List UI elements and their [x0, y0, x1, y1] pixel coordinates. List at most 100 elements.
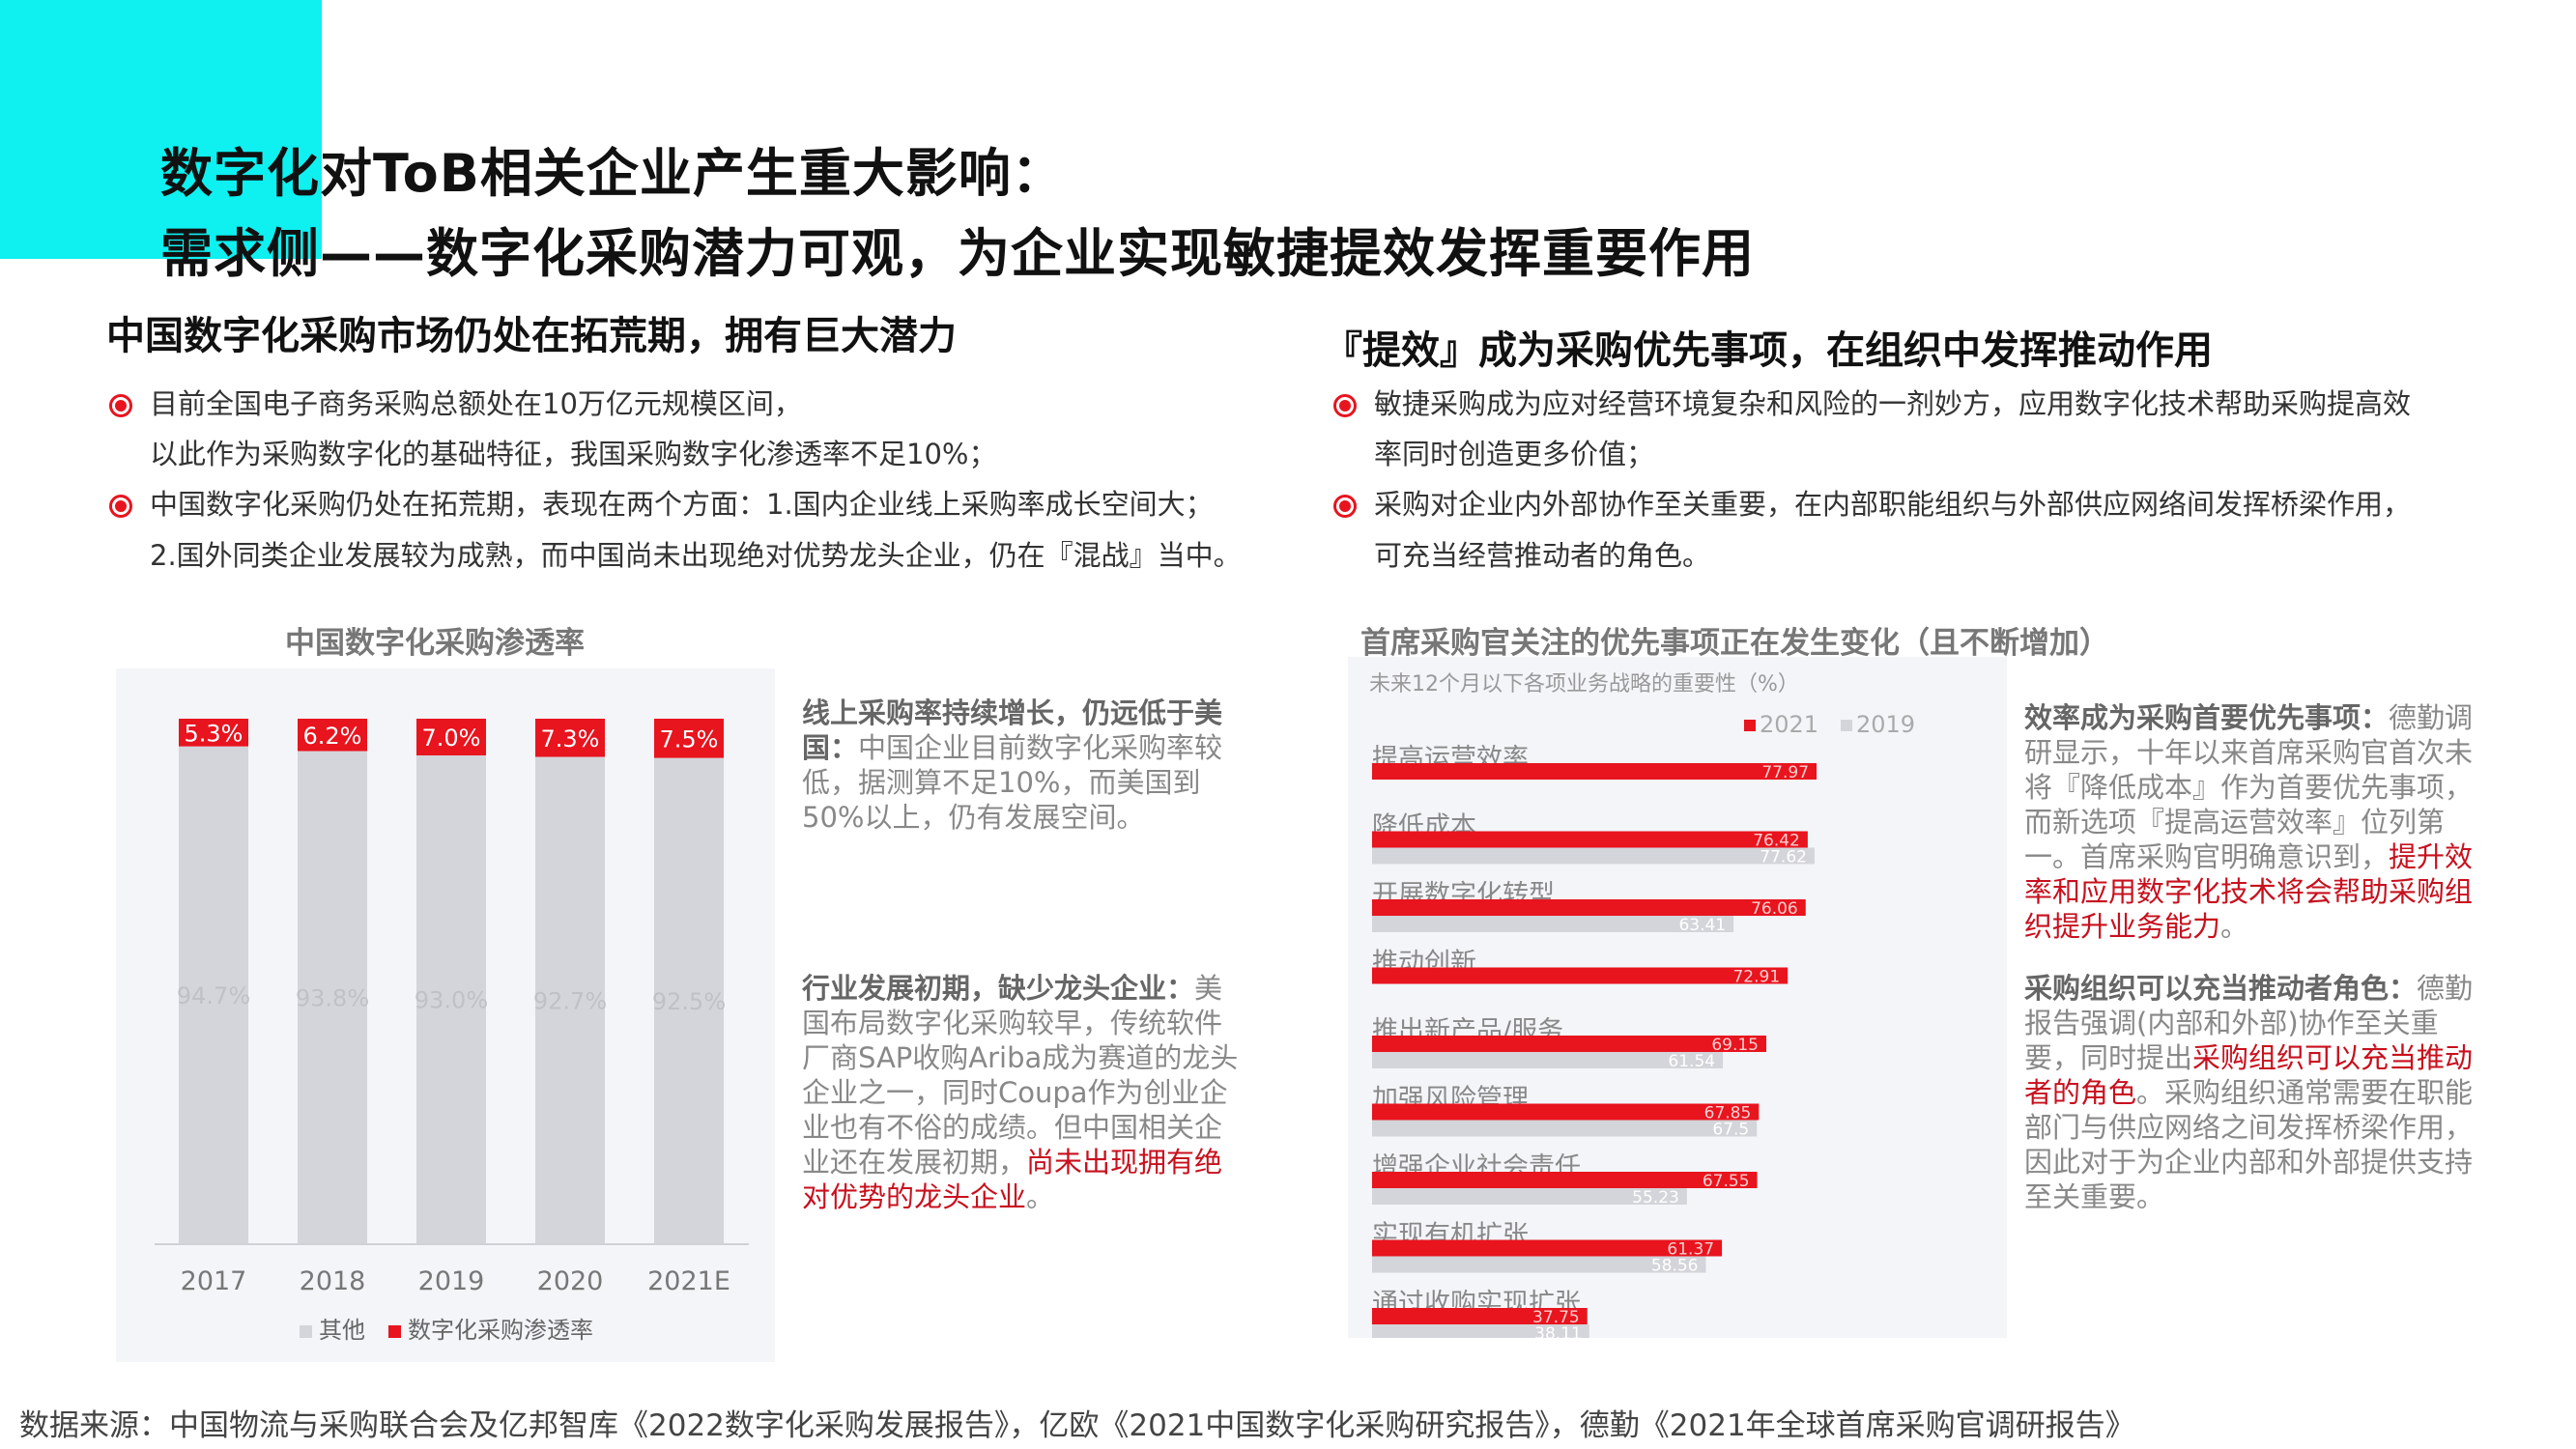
- bar-2019: [1372, 1256, 1706, 1273]
- bar-2021: [1372, 967, 1789, 984]
- bar-2021: [1372, 1308, 1588, 1324]
- bar-2021-value: 72.91: [1732, 968, 1780, 987]
- bar-2021: [1372, 1172, 1758, 1188]
- right-side-note-2: 采购组织可以充当推动者角色：德勤报告强调(内部和外部)协作至关重要，同时提出采购…: [2024, 971, 2478, 1214]
- left-bullet-2-line2: 2.国外同类企业发展较为成熟，而中国尚未出现绝对优势龙头企业，仍在『混战』当中。: [150, 539, 1242, 572]
- chart-subtitle: 未来12个月以下各项业务战略的重要性（%）: [1369, 672, 1799, 696]
- right-side-note-1-bold: 效率成为采购首要优先事项：: [2024, 701, 2390, 734]
- bar-2021: [1372, 899, 1806, 916]
- x-tick-label: 2017: [181, 1266, 247, 1296]
- bullet-icon: [1333, 495, 1357, 518]
- bar-2019-value: 55.23: [1632, 1188, 1679, 1208]
- x-tick-label: 2021E: [647, 1266, 730, 1296]
- bar-2019-value: 67.5: [1712, 1121, 1749, 1140]
- bar-2019: [1372, 1324, 1589, 1341]
- bar-other: [298, 751, 367, 1243]
- right-side-note-1-text: 德勤调研显示，十年以来首席采购官首次未将『降低成本』作为首要优先事项，而新选项『…: [2024, 701, 2474, 873]
- bar-other: [654, 757, 724, 1243]
- right-section-heading: 『提效』成为采购优先事项，在组织中发挥推动作用: [1324, 328, 2213, 373]
- right-side-note-2-highlight: 采购组织可以充当推动者的角色: [2024, 1041, 2474, 1109]
- bar-2021-value: 37.75: [1532, 1308, 1580, 1327]
- left-side-note-2: 行业发展初期，缺少龙头企业：美国布局数字化采购较早，传统软件厂商SAP收购Ari…: [802, 971, 1242, 1214]
- bar-penetration: [416, 719, 486, 756]
- bar-2019: [1372, 1188, 1687, 1205]
- right-bullet-2-line1: 采购对企业内外部协作至关重要，在内部职能组织与外部供应网络间发挥桥梁作用，: [1374, 488, 2412, 521]
- bar-2021-value: 76.06: [1751, 899, 1798, 919]
- bullet-icon: [109, 495, 132, 518]
- legend-swatch: [300, 1325, 312, 1338]
- bar-2021-value: 77.97: [1761, 763, 1809, 782]
- legend-swatch: [1744, 720, 1756, 731]
- bar-penetration-label: 7.3%: [541, 725, 600, 753]
- bar-other: [535, 756, 605, 1243]
- bar-penetration: [535, 719, 605, 757]
- right-bullet-1-line2: 率同时创造更多价值；: [1374, 438, 1655, 470]
- legend-swatch: [1841, 720, 1852, 731]
- legend-label: 其他: [319, 1317, 365, 1344]
- legend-label: 数字化采购渗透率: [408, 1317, 593, 1344]
- right-bullet-1-line1: 敏捷采购成为应对经营环境复杂和风险的一剂妙方，应用数字化技术帮助采购提高效: [1374, 387, 2412, 420]
- legend-label: 2019: [1856, 711, 1915, 738]
- bar-2021-value: 61.37: [1667, 1240, 1714, 1260]
- bar-penetration: [654, 719, 724, 758]
- bar-2021: [1372, 1103, 1760, 1121]
- left-bullet-2-line1: 中国数字化采购仍处在拓荒期，表现在两个方面：1.国内企业线上采购率成长空间大；: [150, 488, 1214, 521]
- left-bullet-1-line1: 目前全国电子商务采购总额处在10万亿元规模区间，: [150, 387, 802, 420]
- left-side-note-2-tail: 。: [1026, 1180, 1055, 1213]
- bar-other-label: 92.7%: [533, 987, 607, 1014]
- bar-2019: [1372, 1120, 1758, 1137]
- bar-2021: [1372, 763, 1818, 780]
- bar-2021-value: 67.55: [1703, 1172, 1750, 1191]
- bar-2019-value: 58.56: [1651, 1257, 1699, 1276]
- bar-2019: [1372, 1052, 1724, 1068]
- bar-2019-value: 63.41: [1678, 916, 1726, 935]
- bar-2019: [1372, 847, 1815, 865]
- bar-2019-value: 38.11: [1534, 1324, 1582, 1338]
- bar-penetration-label: 7.5%: [660, 725, 719, 753]
- bar-other-label: 94.7%: [177, 982, 250, 1009]
- right-side-note-2-tail: 。采购组织通常需要在职能部门与供应网络之间发挥桥梁作用，因此对于为企业内部和外部…: [2024, 1076, 2474, 1213]
- right-chart-title: 首席采购官关注的优先事项正在发生变化（且不断增加）: [1360, 626, 2109, 661]
- bar-2019: [1372, 916, 1734, 932]
- right-side-note-1-tail: 。: [2220, 910, 2249, 943]
- bar-penetration-label: 6.2%: [303, 723, 362, 750]
- bar-2021: [1372, 831, 1808, 848]
- bar-other-label: 93.8%: [296, 984, 369, 1011]
- left-side-note-1-text: 中国企业目前数字化采购率较低，据测算不足10%，而美国到50%以上，仍有发展空间…: [802, 731, 1223, 834]
- bar-2021-value: 67.85: [1704, 1104, 1752, 1123]
- right-side-note-1: 效率成为采购首要优先事项：德勤调研显示，十年以来首席采购官首次未将『降低成本』作…: [2024, 700, 2478, 944]
- bullet-icon: [109, 394, 132, 417]
- x-tick-label: 2019: [418, 1266, 485, 1296]
- right-side-note-2-text: 德勤报告强调(内部和外部)协作至关重要，同时提出: [2024, 972, 2474, 1074]
- page-title-line2: 需求侧——数字化采购潜力可观，为企业实现敏捷提效发挥重要作用: [160, 223, 1755, 284]
- right-chart-panel: 未来12个月以下各项业务战略的重要性（%） 2021 2019 提高运营效率 77.97…: [1348, 657, 2007, 1344]
- bar-2019-value: 61.54: [1668, 1052, 1715, 1071]
- bar-2021: [1372, 1239, 1723, 1257]
- bar-penetration: [298, 719, 367, 752]
- right-side-note-1-highlight: 提升效率和应用数字化技术将会帮助采购组织提升业务能力: [2024, 840, 2474, 943]
- bar-other: [179, 746, 248, 1243]
- left-section-heading: 中国数字化采购市场仍处在拓荒期，拥有巨大潜力: [106, 314, 957, 358]
- accent-block: [0, 0, 322, 259]
- x-tick-label: 2018: [300, 1266, 366, 1296]
- x-tick-label: 2020: [537, 1266, 604, 1296]
- bar-other: [416, 755, 486, 1243]
- bar-2019-value: 77.62: [1760, 848, 1807, 867]
- left-side-note-2-bold: 行业发展初期，缺少龙头企业：: [802, 972, 1195, 1005]
- bar-penetration-label: 7.0%: [422, 724, 481, 752]
- data-source-note: 数据来源：中国物流与采购联合会及亿邦智库《2022数字化采购发展报告》，亿欧《2…: [19, 1408, 2135, 1443]
- left-side-note-2-text: 美国布局数字化采购较早，传统软件厂商SAP收购Ariba成为赛道的龙头企业之一，…: [802, 972, 1239, 1179]
- bar-other-label: 93.0%: [415, 987, 488, 1014]
- left-side-note-1-bold: 线上采购率持续增长，仍远低于美国：: [802, 696, 1223, 764]
- bullet-icon: [1333, 394, 1357, 417]
- left-chart-panel: 5.3% 94.7% 2017 6.2% 93.8% 2018 7.0% 93.0% 2019 7…: [116, 668, 775, 1362]
- left-side-note-2-highlight: 尚未出现拥有绝对优势的龙头企业: [802, 1146, 1223, 1213]
- bar-2021: [1372, 1036, 1766, 1052]
- page-title-line1: 数字化对ToB相关企业产生重大影响：: [160, 143, 1065, 204]
- right-bullet-2-line2: 可充当经营推动者的角色。: [1374, 539, 1711, 572]
- legend-swatch: [388, 1325, 401, 1338]
- right-side-note-2-bold: 采购组织可以充当推动者角色：: [2024, 972, 2418, 1005]
- bar-penetration: [179, 719, 248, 747]
- bar-other-label: 92.5%: [652, 988, 726, 1015]
